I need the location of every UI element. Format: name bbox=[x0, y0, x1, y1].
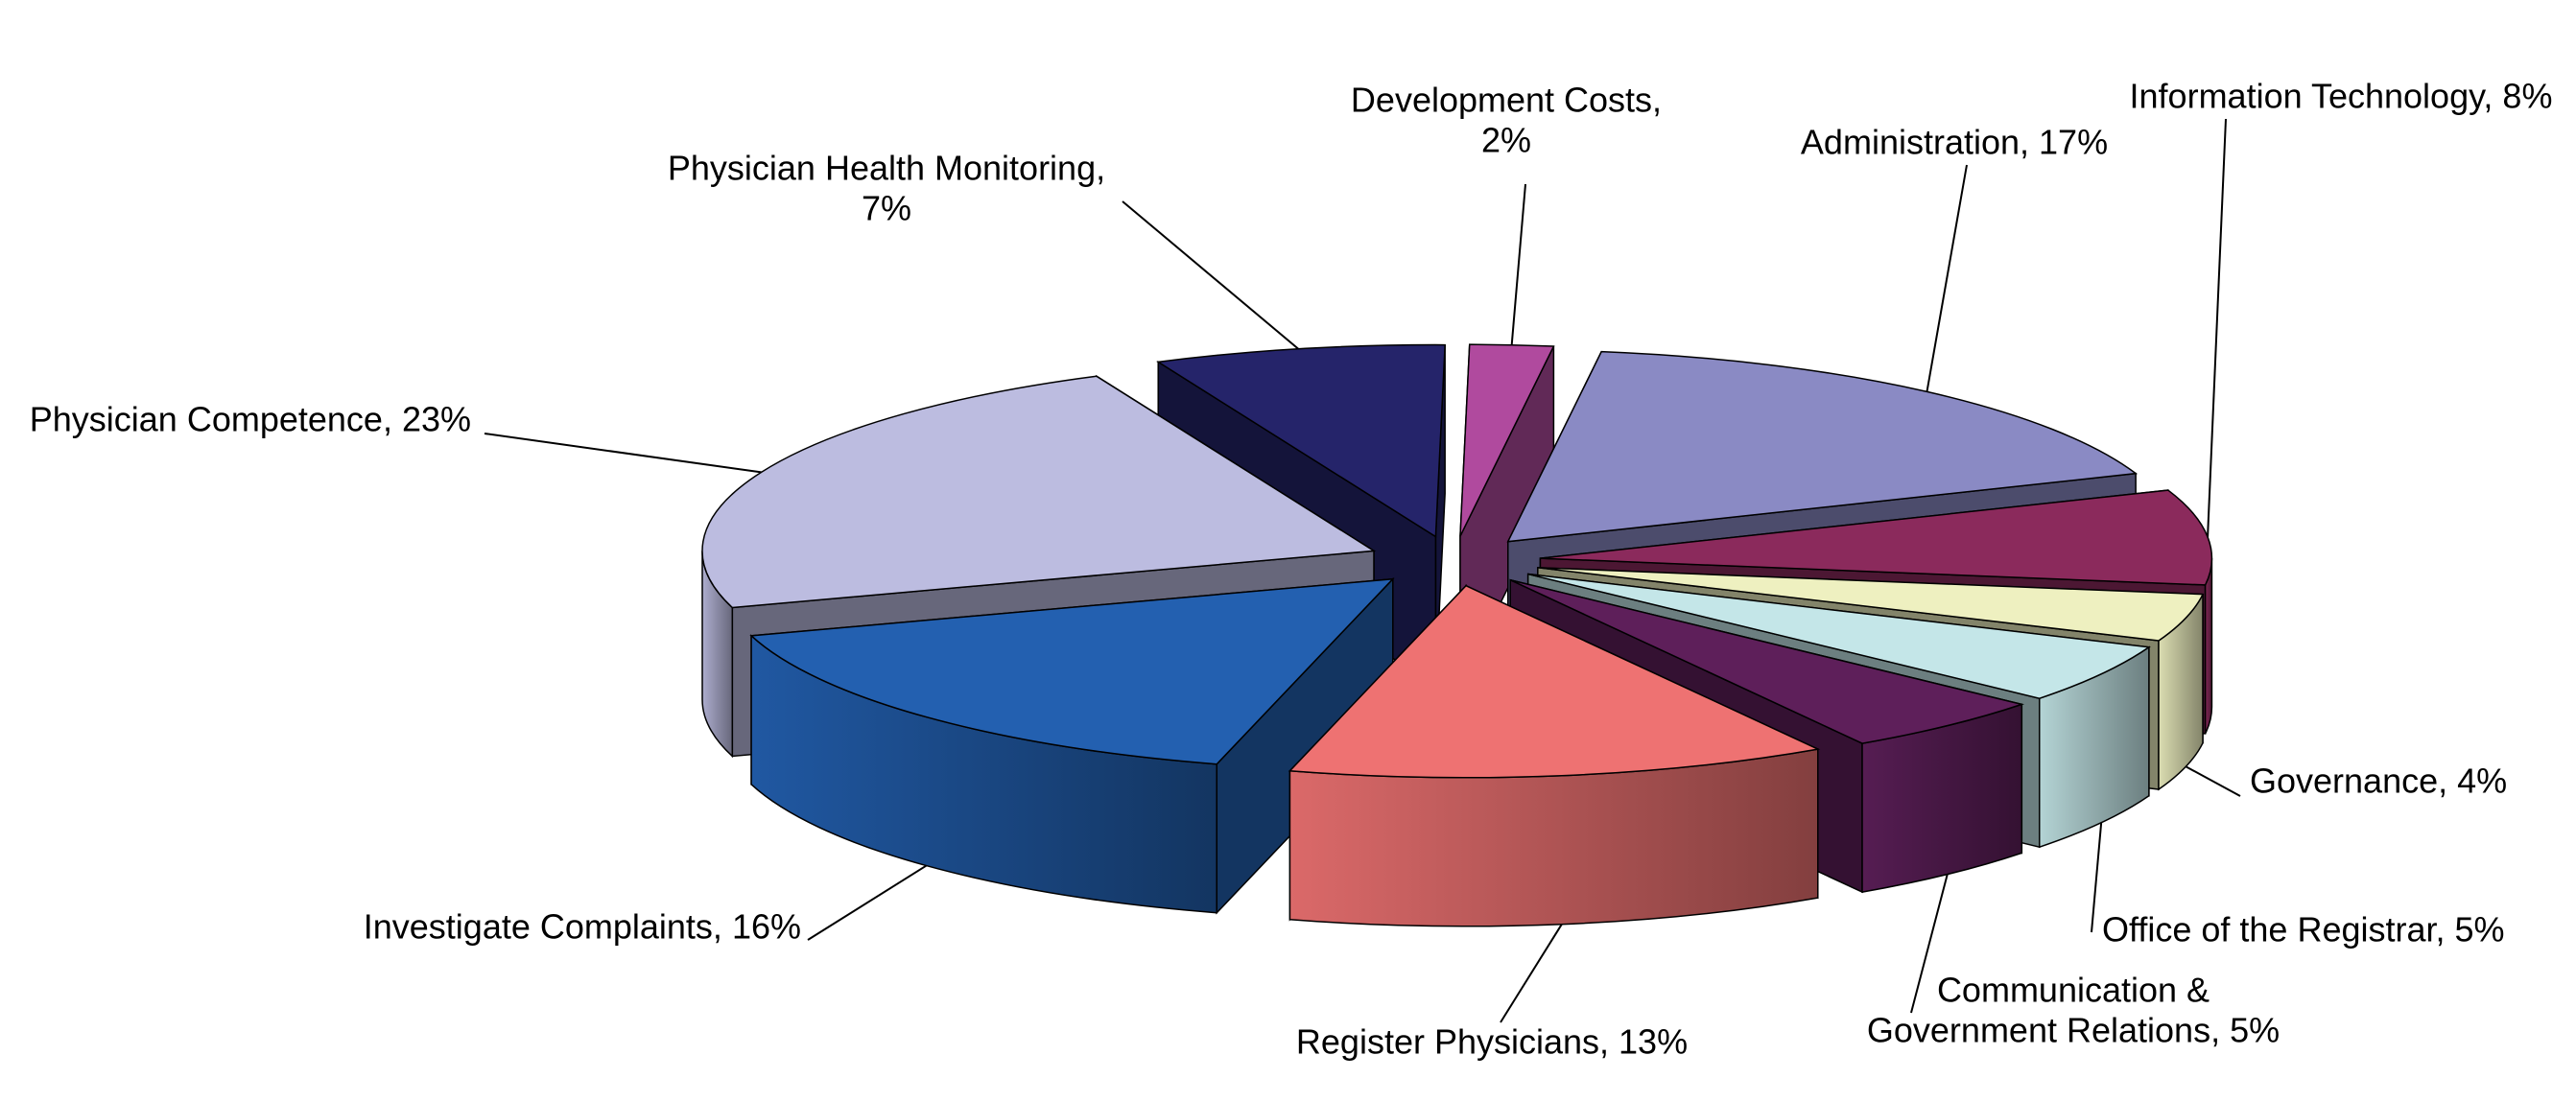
data-label: Government Relations, 5% bbox=[1867, 1011, 2280, 1050]
slice bbox=[749, 577, 1395, 765]
slice bbox=[1527, 573, 2151, 699]
leader-line bbox=[807, 864, 928, 941]
leader-line bbox=[1926, 164, 1968, 392]
pie bbox=[701, 343, 2213, 927]
leader-line bbox=[1510, 183, 1526, 345]
leader-line bbox=[2185, 765, 2241, 797]
leader-line bbox=[484, 433, 762, 474]
leader-line bbox=[1910, 874, 1949, 1014]
data-label: Register Physicians, 13% bbox=[1296, 1022, 1688, 1062]
leader-line bbox=[2207, 118, 2227, 537]
data-label: Development Costs, bbox=[1351, 81, 1662, 120]
data-label: Communication & bbox=[1937, 971, 2210, 1010]
data-label: Governance, 4% bbox=[2250, 762, 2507, 801]
data-label: Office of the Registrar, 5% bbox=[2102, 910, 2505, 950]
data-label: Administration, 17% bbox=[1801, 123, 2108, 162]
data-label: Physician Health Monitoring, bbox=[668, 149, 1105, 188]
slice bbox=[1288, 584, 1821, 779]
data-label: 2% bbox=[1481, 121, 1531, 160]
data-label: Physician Competence, 23% bbox=[30, 400, 471, 439]
leader-line bbox=[1122, 200, 1299, 350]
leader-line bbox=[1500, 924, 1563, 1023]
data-label: Information Technology, 8% bbox=[2130, 77, 2553, 116]
slice bbox=[1537, 567, 2205, 642]
slice bbox=[1506, 350, 2139, 543]
data-label: Investigate Complaints, 16% bbox=[364, 907, 801, 947]
data-label: 7% bbox=[862, 189, 911, 228]
slice bbox=[1509, 579, 2025, 744]
leader-line bbox=[2091, 822, 2103, 933]
